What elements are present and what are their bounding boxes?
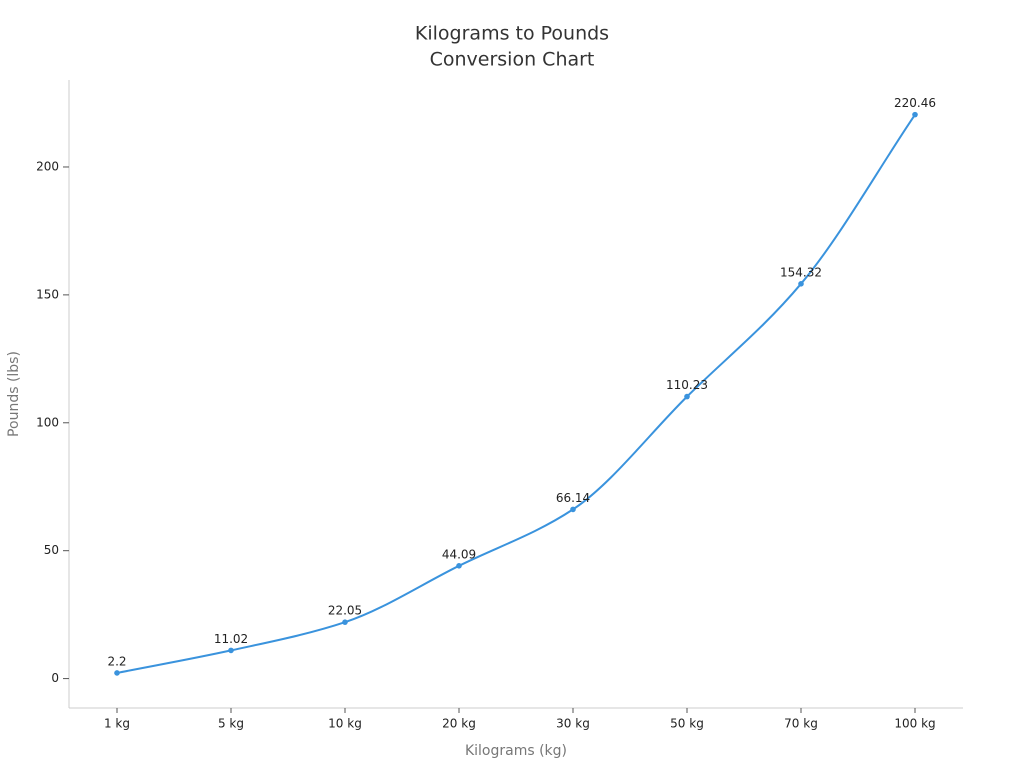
point: [114, 670, 120, 676]
point: [912, 111, 918, 118]
y-tick-label: 0: [51, 671, 59, 685]
line: [116, 114, 916, 674]
y-tick-label: 50: [44, 543, 59, 557]
x-axis-label: Kilograms (kg): [465, 743, 567, 759]
data-label: 22.05: [328, 604, 362, 618]
chart-title: Kilograms to Pounds: [415, 23, 609, 45]
data-label: 110.23: [666, 378, 708, 392]
y-tick-label: 100: [36, 415, 59, 429]
y-tick-label: 150: [36, 287, 59, 301]
y-tick-label: 200: [36, 159, 59, 173]
x-tick-label: 5 kg: [218, 717, 244, 731]
chart-title: Conversion Chart: [430, 49, 595, 71]
x-tick-label: 1 kg: [104, 717, 130, 731]
data-label: 11.02: [214, 632, 248, 646]
point: [570, 506, 576, 513]
point: [228, 647, 234, 654]
point: [456, 562, 462, 569]
y-axis-label: Pounds (lbs): [6, 351, 22, 437]
point: [342, 619, 348, 625]
x-tick-label: 10 kg: [328, 717, 362, 731]
data-label: 44.09: [442, 547, 476, 561]
data-label: 2.2: [107, 654, 126, 668]
data-label: 154.32: [780, 265, 822, 279]
x-tick-label: 50 kg: [670, 717, 704, 731]
data-label: 220.46: [894, 96, 936, 110]
x-tick-label: 20 kg: [442, 717, 476, 731]
x-tick-label: 100 kg: [894, 717, 935, 731]
point: [798, 281, 804, 287]
x-tick-label: 70 kg: [784, 717, 818, 731]
point: [684, 393, 690, 400]
x-tick-label: 30 kg: [556, 717, 590, 731]
data-label: 66.14: [556, 491, 590, 505]
